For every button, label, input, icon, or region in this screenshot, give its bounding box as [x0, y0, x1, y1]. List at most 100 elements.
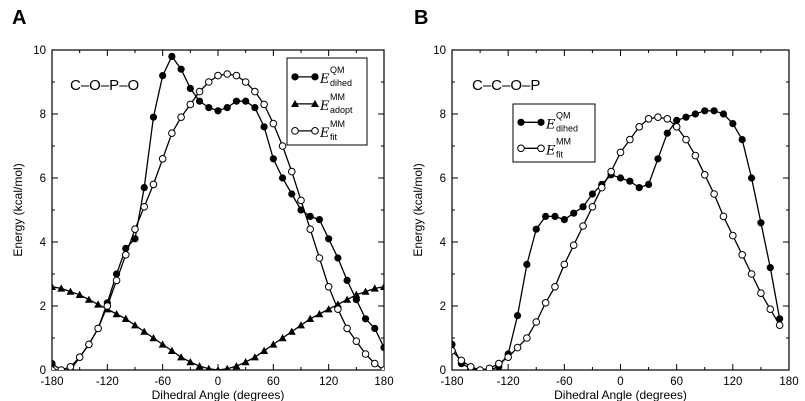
data-point-fit — [186, 100, 195, 109]
data-point-fit — [532, 318, 541, 326]
legend-symbol: E — [319, 72, 330, 87]
data-point-fit — [729, 231, 737, 240]
y-tick-label: 8 — [440, 109, 446, 121]
data-point-fit — [523, 334, 531, 342]
x-tick-label: 120 — [723, 376, 742, 388]
data-point-dihed — [560, 216, 568, 224]
data-point-adopt — [224, 364, 231, 370]
legend-subscript: dihed — [330, 78, 352, 88]
data-point-adopt — [333, 300, 342, 308]
legend-marker — [517, 144, 525, 153]
data-point-fit — [691, 151, 700, 160]
legend-symbol: E — [545, 143, 556, 158]
data-point-fit — [616, 148, 625, 157]
data-point-fit — [672, 123, 681, 131]
legend-marker — [291, 99, 299, 108]
data-point-dihed — [579, 203, 587, 211]
data-point-fit — [513, 343, 522, 352]
data-point-fit — [361, 350, 370, 358]
legend-superscript: MM — [330, 119, 345, 129]
data-point-adopt — [112, 310, 121, 318]
data-point-dihed — [691, 110, 699, 118]
data-point-fit — [452, 347, 456, 355]
data-point-dihed — [738, 136, 746, 144]
data-point-fit — [232, 71, 241, 80]
data-point-fit — [177, 113, 185, 121]
data-point-dihed — [452, 340, 456, 348]
data-point-fit — [663, 115, 672, 123]
data-point-dihed — [776, 315, 784, 323]
legend-superscript: QM — [330, 65, 345, 75]
data-point-dihed — [251, 104, 259, 112]
series-line-fit — [452, 116, 781, 370]
data-point-fit — [269, 119, 278, 128]
data-point-fit — [103, 302, 112, 310]
x-tick-label: 60 — [267, 376, 280, 388]
data-point-adopt — [75, 290, 84, 298]
data-point-fit — [112, 276, 121, 285]
data-point-dihed — [260, 123, 268, 131]
data-point-fit — [57, 366, 66, 370]
data-point-dihed — [701, 107, 709, 115]
data-point-dihed — [315, 216, 324, 224]
data-point-fit — [223, 70, 232, 78]
x-tick-label: 120 — [319, 376, 338, 388]
data-point-fit — [75, 353, 84, 362]
panel-letter: B — [414, 7, 428, 29]
data-point-dihed — [269, 155, 277, 163]
data-point-fit — [334, 305, 342, 314]
legend-marker — [291, 73, 299, 81]
data-point-dihed — [297, 206, 305, 214]
data-point-fit — [168, 129, 176, 137]
data-point-adopt — [343, 295, 352, 303]
data-point-fit — [541, 299, 550, 307]
data-point-dihed — [334, 254, 342, 262]
panel-letter: A — [12, 7, 26, 29]
data-point-adopt — [260, 346, 269, 354]
data-point-fit — [654, 113, 662, 121]
data-point-fit — [287, 167, 296, 176]
series-line-dihed — [452, 110, 781, 370]
data-point-adopt — [195, 362, 204, 370]
data-point-dihed — [588, 190, 597, 198]
data-point-fit — [66, 363, 75, 370]
dihedral-annotation: C–C–O–P — [472, 77, 540, 94]
y-axis-label: Energy (kcal/mol) — [11, 163, 25, 256]
data-point-fit — [476, 366, 484, 370]
legend-marker — [311, 73, 319, 81]
data-point-dihed — [654, 155, 662, 163]
data-point-adopt — [121, 314, 130, 322]
x-tick-label: 0 — [617, 376, 623, 388]
legend-symbol: E — [319, 126, 330, 141]
data-point-fit — [158, 155, 167, 163]
y-tick-label: 8 — [40, 109, 46, 121]
data-point-dihed — [513, 312, 522, 320]
data-point-adopt — [215, 366, 221, 370]
data-point-fit — [380, 366, 384, 370]
data-point-dihed — [195, 97, 204, 105]
data-point-fit — [504, 353, 512, 362]
data-point-fit — [710, 190, 718, 198]
data-point-adopt — [287, 327, 296, 335]
data-point-fit — [551, 283, 559, 291]
x-tick-label: 180 — [374, 376, 393, 388]
data-point-adopt — [278, 334, 287, 342]
x-tick-label: 180 — [779, 376, 798, 388]
data-point-fit — [607, 167, 615, 176]
data-point-adopt — [131, 321, 139, 329]
data-point-fit — [738, 251, 746, 259]
y-tick-label: 0 — [440, 365, 446, 377]
data-point-dihed — [52, 360, 56, 368]
data-point-dihed — [177, 65, 185, 73]
x-axis-label: Dihedral Angle (degrees) — [152, 388, 285, 401]
y-tick-label: 0 — [40, 365, 46, 377]
x-tick-label: -60 — [556, 376, 573, 388]
data-point-dihed — [325, 235, 333, 243]
data-point-fit — [352, 337, 361, 346]
data-point-dihed — [361, 315, 370, 323]
y-tick-label: 10 — [433, 45, 446, 57]
legend-subscript: dihed — [556, 123, 578, 133]
series-area — [452, 107, 784, 370]
dihedral-annotation: C–O–P–O — [70, 77, 139, 94]
